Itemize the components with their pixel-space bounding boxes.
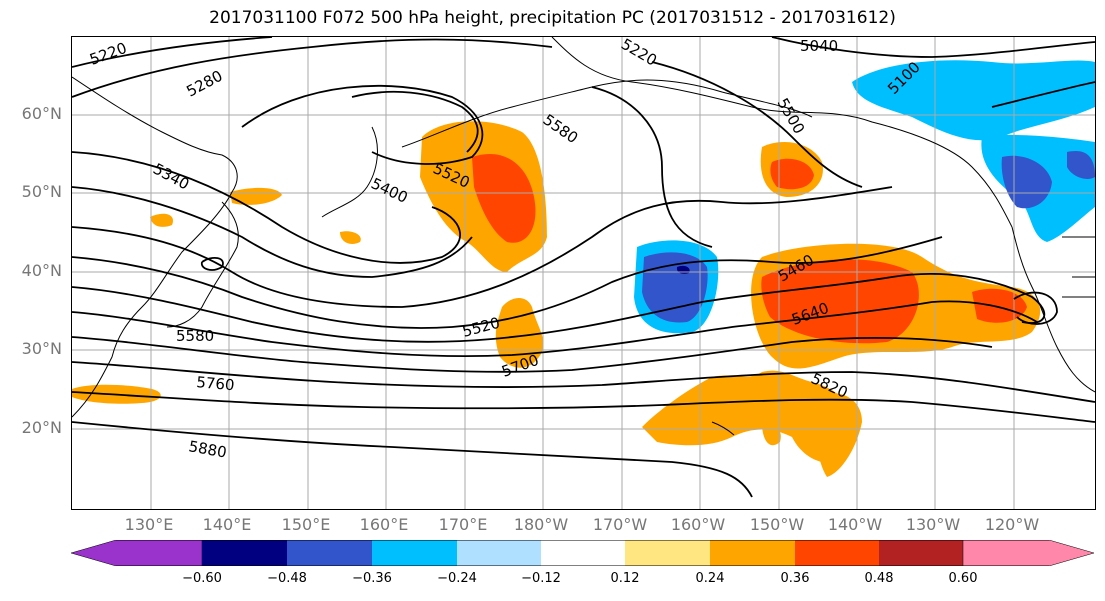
precip-anomaly-area — [642, 370, 858, 464]
japan-coastline — [166, 201, 239, 328]
contour-label: 5220 — [618, 37, 660, 70]
lon-label-140w: 140°W — [827, 515, 883, 534]
lon-label-140e: 140°E — [202, 515, 252, 534]
colorbar-tick-label: −0.36 — [352, 571, 392, 586]
lat-label-20n: 20°N — [21, 418, 62, 437]
colorbar-segment — [795, 540, 879, 566]
colorbar — [71, 540, 1095, 566]
lat-label-40n: 40°N — [21, 261, 62, 280]
graticule — [72, 37, 1095, 509]
colorbar-segment — [202, 540, 287, 566]
lon-label-130e: 130°E — [124, 515, 174, 534]
colorbar-segment — [372, 540, 457, 566]
lat-label-60n: 60°N — [21, 104, 62, 123]
asia-coastline — [72, 76, 238, 418]
colorbar-tick-label: 0.12 — [610, 571, 640, 586]
lon-label-130w: 130°W — [905, 515, 961, 534]
colorbar-segment — [710, 540, 795, 566]
precip-anomaly-area — [770, 158, 814, 190]
colorbar-tick-label: 0.24 — [695, 571, 725, 586]
lon-label-150w: 150°W — [749, 515, 805, 534]
lon-label-170e: 170°E — [438, 515, 488, 534]
colorbar-tick-label: 0.36 — [780, 571, 810, 586]
contour-label: 5880 — [187, 437, 228, 461]
contour-label: 5400 — [368, 174, 410, 206]
precip-anomaly-area — [761, 259, 919, 344]
lon-label-160w: 160°W — [670, 515, 726, 534]
precip-anomaly-area — [972, 288, 1027, 323]
colorbar-segment — [541, 540, 625, 566]
colorbar-tick-label: 0.60 — [948, 571, 978, 586]
contour-label: 5760 — [196, 373, 236, 394]
colorbar-segment — [962, 540, 1095, 566]
precip-anomaly-area — [340, 231, 361, 244]
contour-label: 5340 — [150, 160, 192, 194]
colorbar-tick-label: −0.24 — [437, 571, 477, 586]
lon-label-180w: 180°W — [513, 515, 569, 534]
us-state-borders — [1062, 236, 1095, 298]
contour-label: 5580 — [540, 111, 582, 148]
precip-anomaly-area — [1067, 151, 1095, 179]
alaska-coastline — [551, 37, 1013, 228]
colorbar-segment — [879, 540, 963, 566]
colorbar-segment — [71, 540, 203, 566]
lat-label-50n: 50°N — [21, 182, 62, 201]
colorbar-segment — [287, 540, 372, 566]
colorbar-tick-label: −0.48 — [267, 571, 307, 586]
map-title: 2017031100 F072 500 hPa height, precipit… — [209, 8, 896, 28]
lon-label-150e: 150°E — [281, 515, 331, 534]
precip-anomaly-area — [150, 213, 173, 227]
lat-label-30n: 30°N — [21, 339, 62, 358]
precip-anomaly-area — [815, 393, 862, 477]
precip-anomaly-area — [472, 153, 536, 243]
precip-anomaly-area — [762, 425, 781, 446]
coastlines — [72, 37, 1095, 436]
contour-label: 5220 — [87, 39, 129, 69]
colorbar-tick-label: −0.12 — [521, 571, 561, 586]
precip-anomaly-area — [852, 60, 1095, 141]
map-panel: 5220 5280 5340 5400 5520 5580 5220 5040 … — [71, 36, 1096, 510]
kamchatka-coastline — [321, 126, 378, 218]
contour-label: 5520 — [460, 314, 502, 341]
colorbar-segment — [457, 540, 541, 566]
lon-label-170w: 170°W — [592, 515, 648, 534]
height-contours — [72, 37, 1095, 498]
contour-label: 5580 — [176, 327, 214, 345]
colorbar-tick-label: 0.48 — [864, 571, 894, 586]
hawaii-islands — [711, 421, 735, 436]
lon-label-160e: 160°E — [359, 515, 409, 534]
precip-anomaly-area — [230, 187, 282, 205]
colorbar-segment — [625, 540, 710, 566]
lon-label-120w: 120°W — [984, 515, 1040, 534]
colorbar-tick-label: −0.60 — [182, 571, 222, 586]
contour-label: 5280 — [183, 67, 225, 101]
contour-label: 5040 — [800, 37, 838, 55]
map-canvas: 5220 5280 5340 5400 5520 5580 5220 5040 … — [72, 37, 1095, 509]
